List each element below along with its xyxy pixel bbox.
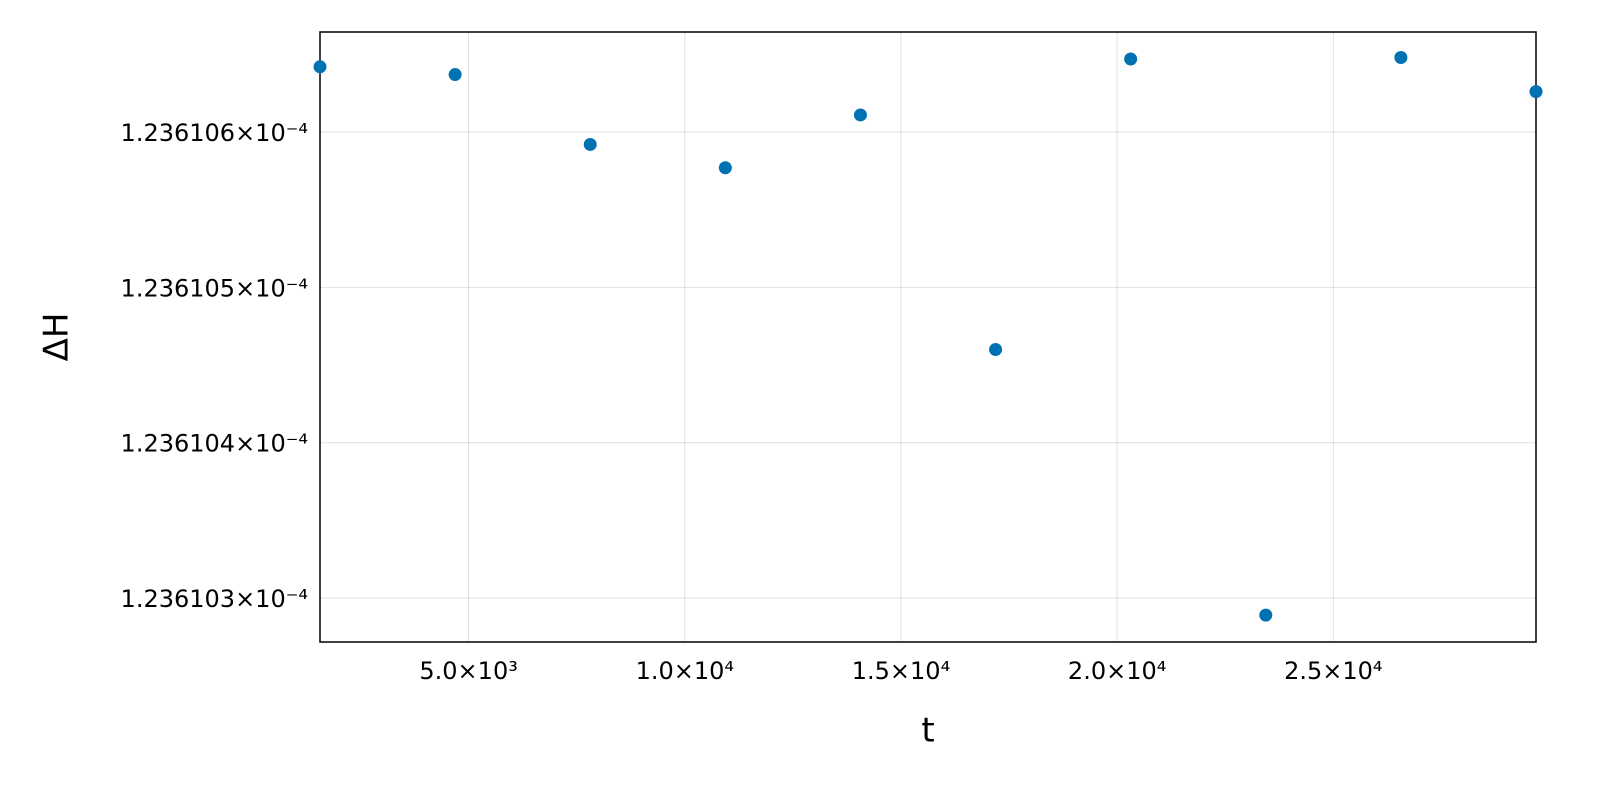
x-tick-label: 1.0×10⁴ [636, 657, 734, 685]
point [448, 68, 462, 82]
y-tick-label: 1.236106×10⁻⁴ [121, 119, 308, 147]
point [313, 60, 327, 74]
point [1259, 608, 1273, 622]
point [1124, 52, 1138, 66]
y-tick-label: 1.236104×10⁻⁴ [121, 430, 308, 458]
x-axis-title: t [921, 711, 934, 751]
point [583, 137, 597, 151]
y-tick-label: 1.236105×10⁻⁴ [121, 274, 308, 302]
y-tick-label: 1.236103×10⁻⁴ [121, 585, 308, 613]
point [1394, 50, 1408, 64]
point [989, 343, 1003, 357]
x-tick-label: 5.0×10³ [419, 657, 517, 685]
point [1529, 85, 1543, 99]
x-tick-label: 1.5×10⁴ [852, 657, 950, 685]
x-tick-label: 2.5×10⁴ [1284, 657, 1382, 685]
point [853, 108, 867, 122]
y-axis-title: ΔH [37, 313, 77, 362]
plot-frame [319, 31, 1537, 643]
point [718, 161, 732, 175]
x-tick-label: 2.0×10⁴ [1068, 657, 1166, 685]
